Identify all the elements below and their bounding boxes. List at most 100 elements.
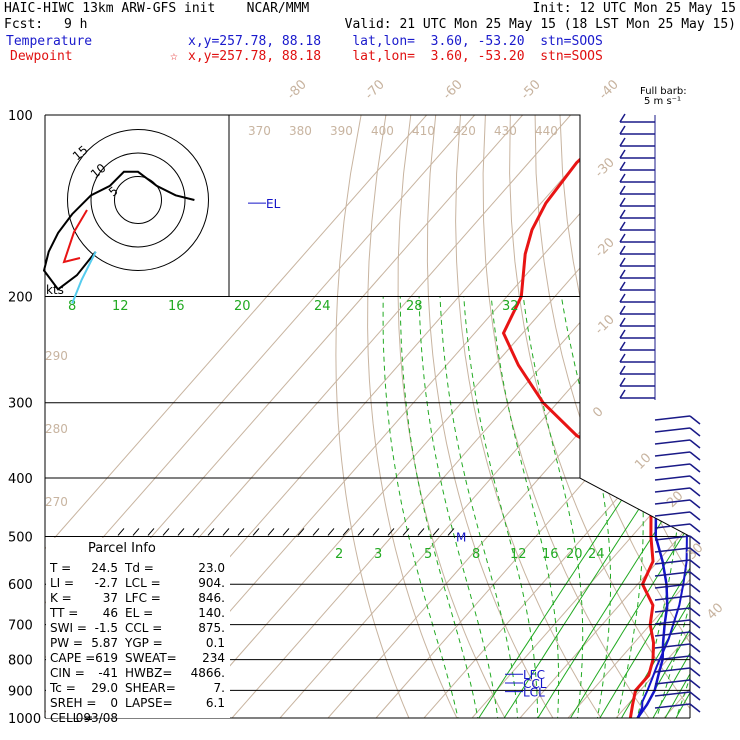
level-marker-label: CCL bbox=[523, 677, 547, 691]
isotherm-line bbox=[652, 115, 690, 718]
isotherm-line bbox=[508, 115, 690, 718]
forecast-hour: 9 h bbox=[64, 17, 88, 32]
moist-adiabat-line bbox=[418, 296, 500, 718]
wind-barb bbox=[654, 463, 691, 469]
wind-barb-flag bbox=[619, 245, 626, 255]
isotherm-top-label: -80 bbox=[284, 77, 310, 103]
isotherm-line bbox=[220, 115, 690, 718]
isotherm-line bbox=[604, 115, 690, 718]
wind-barb-flag bbox=[619, 209, 626, 219]
wind-barb-flag bbox=[689, 427, 701, 437]
moist-adiabat-line bbox=[522, 296, 584, 718]
mixing-ratio-label: 8 bbox=[472, 547, 480, 562]
level-hash-mark bbox=[417, 528, 425, 536]
temperature-legend-label: Temperature bbox=[6, 34, 93, 49]
wind-barb bbox=[654, 523, 691, 529]
wind-barb-flag bbox=[689, 595, 701, 605]
parcel-info-value: 29.0 bbox=[91, 681, 118, 695]
isotherm-line bbox=[45, 115, 428, 718]
pressure-label: 600 bbox=[8, 578, 33, 593]
pressure-label: 500 bbox=[8, 530, 33, 545]
wind-barb-flag bbox=[689, 499, 701, 509]
parcel-info-value: 46 bbox=[103, 606, 118, 620]
parcel-info-value: 24.5 bbox=[91, 561, 118, 575]
wind-barb-flag bbox=[689, 631, 701, 641]
theta-label: 420 bbox=[453, 124, 476, 138]
isotherm-line bbox=[460, 115, 690, 718]
dewpoint-location: x,y=257.78, 88.18 lat,lon= 3.60, -53.20 … bbox=[188, 49, 603, 64]
hodograph-ring bbox=[67, 129, 209, 271]
mixing-ratio-label: 32 bbox=[502, 299, 519, 314]
pressure-label: 400 bbox=[8, 472, 33, 487]
theta-label: 390 bbox=[330, 124, 353, 138]
level-hash-mark bbox=[237, 528, 245, 536]
level-hash-mark bbox=[177, 528, 185, 536]
run-title: HAIC-HIWC 13km ARW-GFS init NCAR/MMM bbox=[4, 1, 310, 16]
parcel-info-key: CELL = bbox=[50, 711, 93, 725]
wind-barb-flag bbox=[689, 475, 701, 485]
level-marker-label: LFC bbox=[523, 668, 545, 682]
dry-adiabat-line bbox=[426, 115, 561, 718]
level-hash-mark bbox=[222, 528, 230, 536]
isotherm-top-label: -70 bbox=[362, 77, 388, 103]
wind-barb bbox=[654, 475, 691, 481]
parcel-info-key: YGP = bbox=[124, 636, 163, 650]
wind-barb-flag bbox=[619, 113, 626, 123]
pressure-label: 100 bbox=[8, 109, 33, 124]
wind-barb bbox=[654, 655, 691, 661]
wind-barb bbox=[654, 451, 691, 457]
parcel-info-panel bbox=[46, 538, 230, 718]
parcel-info-key: Tc = bbox=[49, 681, 76, 695]
level-marker-label: EL bbox=[266, 197, 281, 211]
moist-adiabat-line bbox=[606, 296, 644, 718]
mixing-ratio-label: 24 bbox=[588, 547, 605, 562]
level-hash-mark bbox=[132, 528, 140, 536]
parcel-info-value: 37 bbox=[103, 591, 118, 605]
parcel-info-value: -1.5 bbox=[95, 621, 118, 635]
wind-barb-flag bbox=[619, 305, 626, 315]
parcel-info-value: 904. bbox=[198, 576, 225, 590]
parcel-info-value: 093/08 bbox=[76, 711, 118, 725]
theta-left-label: 290 bbox=[45, 349, 68, 363]
wind-barb-flag bbox=[689, 451, 701, 461]
dry-adiabat-line bbox=[482, 115, 659, 718]
dry-adiabat-line bbox=[335, 115, 415, 718]
mixing-ratio-label: 2 bbox=[335, 547, 343, 562]
mixing-ratio-label: 8 bbox=[68, 299, 76, 314]
isotherm-right-label: -10 bbox=[592, 312, 618, 338]
parcel-info-key: K = bbox=[50, 591, 72, 605]
level-hash-mark bbox=[447, 528, 455, 536]
level-hash-mark bbox=[387, 528, 395, 536]
dry-adiabat-line bbox=[509, 115, 690, 718]
isotherm-line bbox=[364, 115, 690, 718]
wind-barb-flag bbox=[619, 317, 626, 327]
isotherm-line bbox=[316, 115, 690, 718]
parcel-info-key: SHEAR= bbox=[125, 681, 176, 695]
wind-barb-flag bbox=[619, 149, 626, 159]
level-hash-mark bbox=[207, 528, 215, 536]
isotherm-right-label: -20 bbox=[592, 235, 618, 261]
isotherm-right-label: -30 bbox=[592, 155, 618, 181]
level-hash-mark bbox=[162, 528, 170, 536]
parcel-info-key: SWEAT= bbox=[125, 651, 177, 665]
isotherm-right-label: 20 bbox=[664, 489, 686, 511]
wind-barb-flag bbox=[689, 511, 701, 521]
parcel-info-value: 0.1 bbox=[206, 636, 225, 650]
valid-time: Valid: 21 UTC Mon 25 May 15 (18 LST Mon … bbox=[344, 17, 736, 32]
wind-barb bbox=[654, 487, 691, 493]
level-hash-mark bbox=[147, 528, 155, 536]
level-hash-mark bbox=[117, 528, 125, 536]
theta-label: 430 bbox=[494, 124, 517, 138]
theta-left-label: 280 bbox=[45, 422, 68, 436]
wind-barb bbox=[654, 415, 691, 421]
moist-adiabat-line bbox=[671, 296, 690, 718]
mixing-ratio-label: 12 bbox=[510, 547, 527, 562]
mixing-ratio-label: 24 bbox=[314, 299, 331, 314]
hodograph-background bbox=[46, 116, 230, 296]
wind-barb-flag bbox=[619, 389, 626, 399]
hodograph-units-label: kts bbox=[46, 283, 64, 297]
parcel-info-value: 234 bbox=[202, 651, 225, 665]
wind-barb-flag bbox=[619, 365, 626, 375]
parcel-info-value: 0 bbox=[110, 696, 118, 710]
wind-barb-flag bbox=[689, 583, 701, 593]
